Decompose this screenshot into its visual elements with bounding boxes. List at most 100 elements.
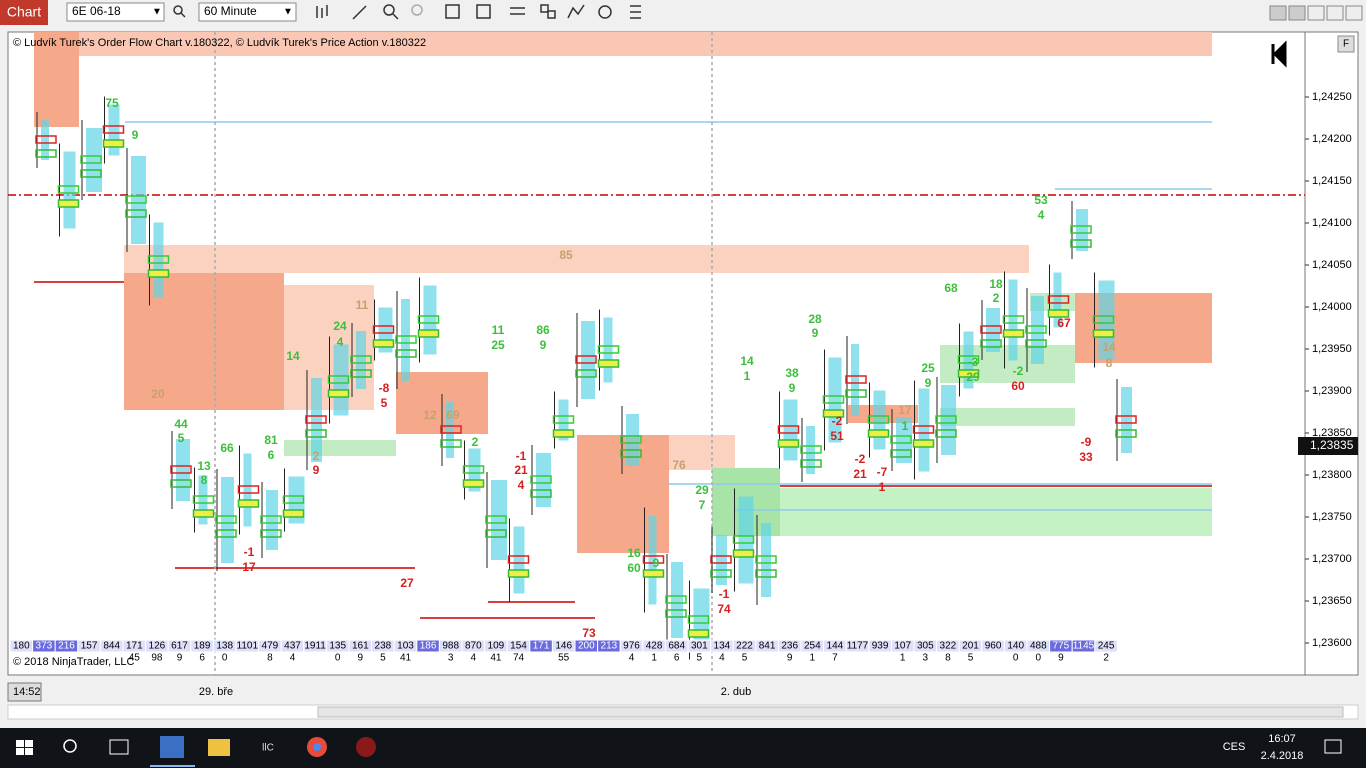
delta-value: 0 (1013, 653, 1019, 664)
level-box (215, 529, 237, 538)
delta-value: 4 (290, 653, 296, 664)
price-label: 1,24100 (1312, 217, 1352, 229)
level-box (282, 509, 305, 518)
volume-value: 103 (397, 641, 414, 652)
level-box (980, 325, 1002, 334)
level-box (957, 369, 980, 378)
level-box (957, 355, 980, 364)
order-flow-label: 25 (921, 361, 935, 375)
dropdown-arrow: ▼ (152, 7, 162, 18)
profile (963, 331, 974, 389)
profile (761, 523, 771, 597)
level-box (417, 329, 440, 338)
profile (1008, 279, 1018, 361)
profile (513, 526, 525, 594)
volume-value: 1177 (847, 641, 869, 652)
window-controls[interactable] (1269, 5, 1363, 21)
profile (491, 480, 507, 560)
taskbar-icons[interactable]: llC (16, 736, 376, 767)
delta-value: 5 (697, 653, 703, 664)
volume-value: 109 (488, 641, 505, 652)
volume-value: 213 (601, 641, 618, 652)
order-flow-label: 2 (313, 449, 320, 463)
volume-value: 180 (13, 641, 30, 652)
order-flow-label: -2 (832, 414, 843, 428)
order-flow-label: 14 (740, 354, 754, 368)
level-box (35, 135, 57, 144)
level-box (620, 449, 642, 458)
interval: 60 Minute (204, 4, 257, 18)
clock-box (7, 682, 42, 702)
volume-value: 140 (1007, 641, 1024, 652)
level-box (440, 425, 462, 434)
volume-value: 976 (623, 641, 640, 652)
profile (783, 399, 798, 461)
level-box (440, 439, 462, 448)
volume-value: 428 (646, 641, 663, 652)
scroll-thumb[interactable] (317, 706, 1344, 718)
level-box (665, 595, 687, 604)
toolbar-icons[interactable] (173, 4, 641, 20)
delta-value: 9 (787, 653, 793, 664)
order-flow-label: 51 (830, 429, 844, 443)
volume-value: 134 (714, 641, 731, 652)
chart-header: © Ludvík Turek's Order Flow Chart v.1803… (13, 37, 426, 49)
order-flow-label: 9 (313, 463, 320, 477)
delta-value: 2 (1103, 653, 1109, 664)
level-box (192, 509, 215, 518)
level-box (147, 269, 170, 278)
interval-box[interactable] (198, 2, 297, 22)
order-flow-label: 12 (423, 408, 437, 422)
delta-value: 7 (832, 653, 838, 664)
level-box (147, 255, 170, 264)
order-flow-label: 33 (1079, 450, 1093, 464)
price-label: 1,24150 (1312, 175, 1352, 187)
order-flow-label: 69 (446, 408, 460, 422)
delta-value: 41 (400, 653, 412, 664)
jump-to-end[interactable] (1271, 40, 1287, 68)
notifications[interactable] (1324, 739, 1342, 754)
level-box (485, 529, 507, 538)
order-flow-label: 9 (789, 381, 796, 395)
order-flow-label: 75 (105, 96, 119, 110)
order-flow-label: -2 (1013, 364, 1024, 378)
order-flow-label: 18 (989, 277, 1003, 291)
level-box (642, 555, 665, 564)
system-time: 16:07 (1268, 733, 1296, 745)
panel-button-label: F (1343, 39, 1349, 50)
volume-value: 775 (1053, 641, 1070, 652)
price-label: 1,23750 (1312, 511, 1352, 523)
chart-tab[interactable] (0, 0, 48, 25)
level-box (372, 339, 395, 348)
order-flow-label: 29 (695, 483, 709, 497)
order-flow-label: 29 (966, 370, 980, 384)
profile (536, 453, 551, 507)
price-label: 1,24050 (1312, 259, 1352, 271)
order-flow-label: 4 (518, 478, 525, 492)
volume-value: 870 (465, 641, 482, 652)
delta-value: 4 (629, 653, 635, 664)
level-box (57, 199, 80, 208)
volume-value: 171 (533, 641, 550, 652)
order-flow-label: 85 (559, 248, 573, 262)
level-box (890, 435, 912, 444)
panel-button[interactable] (1337, 35, 1355, 53)
delta-value: 8 (945, 653, 951, 664)
volume-value: 939 (872, 641, 889, 652)
delta-value: 4 (719, 653, 725, 664)
profile (941, 385, 956, 455)
level-box (935, 429, 957, 438)
order-flow-label: 8 (201, 473, 208, 487)
order-flow-label: 81 (264, 433, 278, 447)
instrument-box[interactable] (66, 2, 165, 22)
level-box (1002, 329, 1025, 338)
delta-value: 9 (1058, 653, 1064, 664)
level-box (732, 549, 755, 558)
delta-value: 5 (380, 653, 386, 664)
level-box (867, 415, 890, 424)
level-box (260, 515, 282, 524)
volume-value: 189 (194, 641, 211, 652)
profile (41, 120, 49, 160)
order-flow-label: 53 (1034, 193, 1048, 207)
order-flow-label: 9 (540, 338, 547, 352)
